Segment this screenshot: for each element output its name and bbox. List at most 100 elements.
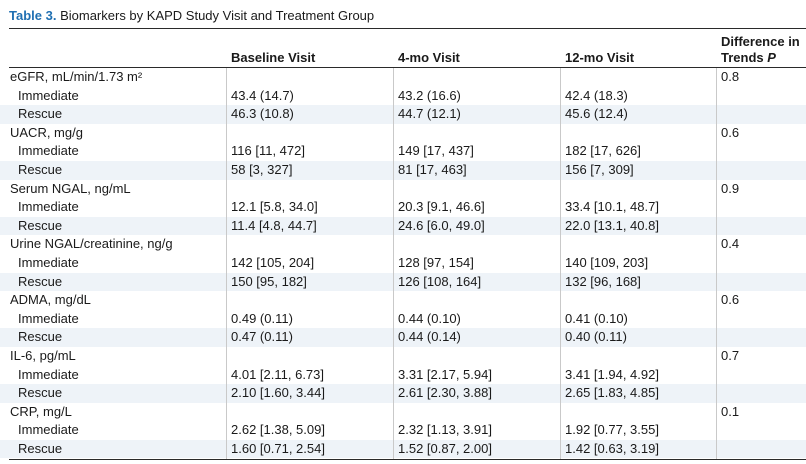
row-group-label: Rescue: [18, 161, 63, 177]
four-month-value: 2.61 [2.30, 3.88]: [398, 385, 492, 401]
table-row: Immediate 12.1 [5.8, 34.0] 20.3 [9.1, 46.6…: [0, 198, 806, 217]
table-body: eGFR, mL/min/1.73 m² 0.8 Immediate 43.4 (14…: [0, 68, 806, 459]
table-bottom-rule: [9, 459, 806, 460]
table-row: Immediate 142 [105, 204] 128 [97, 154] 140 …: [0, 253, 806, 273]
baseline-value: 11.4 [4.8, 44.7]: [231, 217, 317, 233]
twelve-month-value: 3.41 [1.94, 4.92]: [565, 366, 659, 382]
baseline-value: 4.01 [2.11, 6.73]: [231, 366, 324, 382]
baseline-value: 2.10 [1.60, 3.44]: [231, 385, 325, 401]
row-category-label: Urine NGAL/creatinine, ng/g: [10, 236, 173, 252]
table-row: Immediate 43.4 (14.7) 43.2 (16.6) 42.4 (18.…: [0, 86, 806, 106]
row-category-label: IL-6, pg/mL: [10, 347, 76, 363]
header-trend-p: P: [767, 50, 776, 65]
four-month-value: 44.7 (12.1): [398, 106, 461, 122]
table-row-category: IL-6, pg/mL 0.7: [0, 346, 806, 366]
twelve-month-value: 0.41 (0.10): [565, 310, 628, 326]
row-category-label: ADMA, mg/dL: [10, 292, 91, 308]
four-month-value: 0.44 (0.10): [398, 310, 461, 326]
four-month-value: 0.44 (0.14): [398, 329, 461, 345]
table-row: Rescue 58 [3, 327] 81 [17, 463] 156 [7, 309…: [0, 160, 806, 180]
twelve-month-value: 22.0 [13.1, 40.8]: [565, 217, 659, 233]
baseline-value: 43.4 (14.7): [231, 87, 294, 103]
table-row-category: CRP, mg/L 0.1: [0, 402, 806, 422]
table-header-rule: [9, 67, 806, 68]
table-row: Rescue 2.10 [1.60, 3.44] 2.61 [2.30, 3.88]…: [0, 384, 806, 403]
header-4mo: 4-mo Visit: [398, 50, 460, 65]
four-month-value: 81 [17, 463]: [398, 161, 467, 177]
baseline-value: 58 [3, 327]: [231, 161, 293, 177]
column-divider: [716, 68, 717, 459]
table-row: Immediate 2.62 [1.38, 5.09] 2.32 [1.13, 3.…: [0, 421, 806, 440]
header-trend-line2: Trends P: [721, 50, 800, 66]
trend-p-value: 0.1: [721, 403, 740, 419]
four-month-value: 126 [108, 164]: [398, 273, 482, 289]
twelve-month-value: 182 [17, 626]: [565, 143, 641, 159]
table-row-category: Serum NGAL, ng/mL 0.9: [0, 179, 806, 199]
twelve-month-value: 1.92 [0.77, 3.55]: [565, 422, 659, 438]
table-row-category: eGFR, mL/min/1.73 m² 0.8: [0, 68, 806, 87]
row-group-label: Immediate: [18, 199, 79, 215]
row-group-label: Immediate: [18, 87, 79, 103]
row-group-label: Immediate: [18, 366, 79, 382]
baseline-value: 142 [105, 204]: [231, 254, 315, 270]
row-category-label: Serum NGAL, ng/mL: [10, 180, 131, 196]
table-row: Rescue 1.60 [0.71, 2.54] 1.52 [0.87, 2.00]…: [0, 439, 806, 459]
header-trend-line1: Difference in: [721, 34, 800, 49]
four-month-value: 2.32 [1.13, 3.91]: [398, 422, 492, 438]
table-caption: Table 3. Biomarkers by KAPD Study Visit …: [9, 8, 374, 23]
twelve-month-value: 1.42 [0.63, 3.19]: [565, 440, 659, 456]
header-baseline: Baseline Visit: [231, 50, 316, 65]
table-row: Immediate 4.01 [2.11, 6.73] 3.31 [2.17, 5.…: [0, 365, 806, 385]
twelve-month-value: 0.40 (0.11): [565, 329, 627, 345]
table-row: Immediate 0.49 (0.11) 0.44 (0.10) 0.41 (0.1…: [0, 309, 806, 329]
row-group-label: Rescue: [18, 385, 63, 401]
row-group-label: Rescue: [18, 273, 63, 289]
trend-p-value: 0.6: [721, 124, 740, 140]
baseline-value: 2.62 [1.38, 5.09]: [231, 422, 325, 438]
twelve-month-value: 2.65 [1.83, 4.85]: [565, 385, 659, 401]
table-row: Rescue 150 [95, 182] 126 [108, 164] 132 [96…: [0, 272, 806, 292]
header-12mo: 12-mo Visit: [565, 50, 635, 65]
twelve-month-value: 42.4 (18.3): [565, 87, 628, 103]
table-row: Immediate 116 [11, 472] 149 [17, 437] 182 […: [0, 142, 806, 161]
trend-p-value: 0.9: [721, 180, 740, 196]
four-month-value: 1.52 [0.87, 2.00]: [398, 440, 492, 456]
header-trend-prefix: Trends: [721, 50, 768, 65]
table-row: Rescue 46.3 (10.8) 44.7 (12.1) 45.6 (12.4): [0, 105, 806, 124]
row-category-label: CRP, mg/L: [10, 403, 72, 419]
column-divider: [393, 68, 394, 459]
header-trend: Difference in Trends P: [721, 34, 800, 66]
four-month-value: 149 [17, 437]: [398, 143, 474, 159]
table-top-rule: [9, 28, 806, 29]
trend-p-value: 0.4: [721, 236, 740, 252]
baseline-value: 12.1 [5.8, 34.0]: [231, 199, 318, 215]
trend-p-value: 0.6: [721, 292, 740, 308]
row-group-label: Immediate: [18, 143, 79, 159]
row-group-label: Rescue: [18, 217, 63, 233]
table-caption-label: Table 3.: [9, 8, 57, 23]
four-month-value: 3.31 [2.17, 5.94]: [398, 366, 492, 382]
baseline-value: 116 [11, 472]: [231, 143, 305, 159]
row-group-label: Rescue: [18, 106, 63, 122]
twelve-month-value: 140 [109, 203]: [565, 254, 649, 270]
twelve-month-value: 33.4 [10.1, 48.7]: [565, 199, 659, 215]
row-group-label: Rescue: [18, 329, 63, 345]
four-month-value: 20.3 [9.1, 46.6]: [398, 199, 485, 215]
row-category-label: eGFR, mL/min/1.73 m²: [10, 69, 143, 84]
row-category-label: UACR, mg/g: [10, 124, 83, 140]
four-month-value: 43.2 (16.6): [398, 87, 461, 103]
baseline-value: 150 [95, 182]: [231, 273, 307, 289]
row-group-label: Immediate: [18, 254, 79, 270]
row-group-label: Rescue: [18, 440, 63, 456]
column-divider: [560, 68, 561, 459]
table-caption-title: Biomarkers by KAPD Study Visit and Treat…: [60, 8, 375, 23]
trend-p-value: 0.8: [721, 69, 740, 84]
table-row: Rescue 11.4 [4.8, 44.7] 24.6 [6.0, 49.0] 22…: [0, 216, 806, 236]
baseline-value: 0.47 (0.11): [231, 329, 293, 345]
table-row-category: Urine NGAL/creatinine, ng/g 0.4: [0, 235, 806, 254]
four-month-value: 24.6 [6.0, 49.0]: [398, 217, 485, 233]
trend-p-value: 0.7: [721, 347, 740, 363]
row-group-label: Immediate: [18, 310, 79, 326]
baseline-value: 1.60 [0.71, 2.54]: [231, 440, 325, 456]
row-group-label: Immediate: [18, 422, 79, 438]
